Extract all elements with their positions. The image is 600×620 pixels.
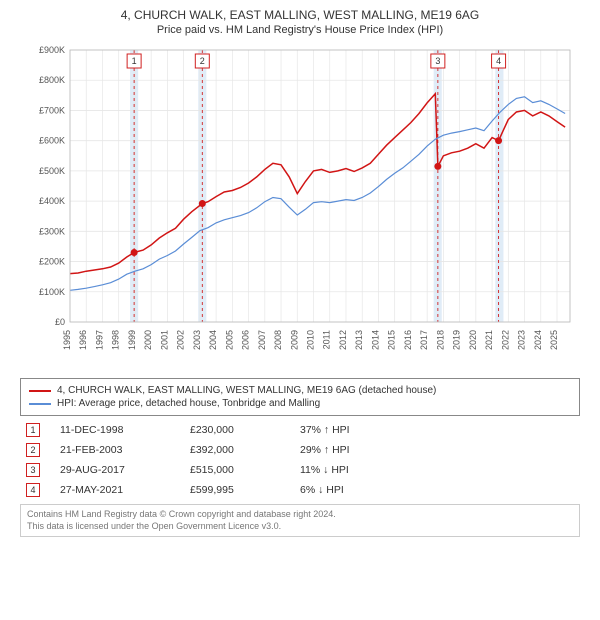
svg-text:£500K: £500K bbox=[39, 166, 65, 176]
svg-text:£400K: £400K bbox=[39, 196, 65, 206]
svg-text:1997: 1997 bbox=[94, 330, 104, 350]
legend: 4, CHURCH WALK, EAST MALLING, WEST MALLI… bbox=[20, 378, 580, 416]
legend-swatch bbox=[29, 390, 51, 392]
svg-text:2025: 2025 bbox=[549, 330, 559, 350]
svg-text:2001: 2001 bbox=[159, 330, 169, 350]
events-table: 1 11-DEC-1998 £230,000 37% ↑ HPI 2 21-FEB-200… bbox=[20, 420, 580, 500]
footer-line: This data is licensed under the Open Gov… bbox=[27, 521, 573, 533]
svg-text:4: 4 bbox=[496, 56, 501, 66]
svg-text:2002: 2002 bbox=[176, 330, 186, 350]
svg-text:1: 1 bbox=[132, 56, 137, 66]
svg-text:£700K: £700K bbox=[39, 105, 65, 115]
event-row: 2 21-FEB-2003 £392,000 29% ↑ HPI bbox=[20, 440, 580, 460]
event-number: 4 bbox=[26, 483, 40, 497]
svg-text:2003: 2003 bbox=[192, 330, 202, 350]
svg-text:2021: 2021 bbox=[484, 330, 494, 350]
svg-text:2010: 2010 bbox=[306, 330, 316, 350]
svg-text:£900K: £900K bbox=[39, 45, 65, 55]
svg-text:2004: 2004 bbox=[208, 330, 218, 350]
svg-text:1996: 1996 bbox=[78, 330, 88, 350]
legend-swatch bbox=[29, 403, 51, 405]
event-number: 3 bbox=[26, 463, 40, 477]
svg-text:£0: £0 bbox=[55, 317, 65, 327]
footer-line: Contains HM Land Registry data © Crown c… bbox=[27, 509, 573, 521]
svg-text:2020: 2020 bbox=[468, 330, 478, 350]
svg-text:£100K: £100K bbox=[39, 287, 65, 297]
svg-text:£200K: £200K bbox=[39, 257, 65, 267]
event-price: £515,000 bbox=[190, 464, 280, 476]
page-subtitle: Price paid vs. HM Land Registry's House … bbox=[8, 24, 592, 36]
event-date: 27-MAY-2021 bbox=[60, 484, 170, 496]
svg-text:2009: 2009 bbox=[289, 330, 299, 350]
event-delta: 11% ↓ HPI bbox=[300, 464, 390, 476]
event-number: 1 bbox=[26, 423, 40, 437]
event-price: £392,000 bbox=[190, 444, 280, 456]
svg-text:1998: 1998 bbox=[111, 330, 121, 350]
price-chart: £0 £100K £200K £300K £400K £500K £600K £700K £80… bbox=[20, 42, 580, 372]
svg-text:2006: 2006 bbox=[241, 330, 251, 350]
svg-text:2012: 2012 bbox=[338, 330, 348, 350]
svg-text:3: 3 bbox=[435, 56, 440, 66]
event-number: 2 bbox=[26, 443, 40, 457]
event-price: £230,000 bbox=[190, 424, 280, 436]
svg-text:£600K: £600K bbox=[39, 136, 65, 146]
svg-text:2022: 2022 bbox=[500, 330, 510, 350]
event-row: 3 29-AUG-2017 £515,000 11% ↓ HPI bbox=[20, 460, 580, 480]
svg-text:1995: 1995 bbox=[62, 330, 72, 350]
svg-text:2019: 2019 bbox=[452, 330, 462, 350]
svg-text:2015: 2015 bbox=[387, 330, 397, 350]
svg-text:2023: 2023 bbox=[517, 330, 527, 350]
svg-text:£800K: £800K bbox=[39, 75, 65, 85]
svg-text:2016: 2016 bbox=[403, 330, 413, 350]
event-date: 11-DEC-1998 bbox=[60, 424, 170, 436]
event-row: 1 11-DEC-1998 £230,000 37% ↑ HPI bbox=[20, 420, 580, 440]
svg-text:2: 2 bbox=[200, 56, 205, 66]
legend-row: HPI: Average price, detached house, Tonb… bbox=[29, 398, 571, 409]
svg-text:2008: 2008 bbox=[273, 330, 283, 350]
svg-text:2011: 2011 bbox=[322, 330, 332, 349]
page-title: 4, CHURCH WALK, EAST MALLING, WEST MALLI… bbox=[8, 8, 592, 22]
event-date: 21-FEB-2003 bbox=[60, 444, 170, 456]
legend-row: 4, CHURCH WALK, EAST MALLING, WEST MALLI… bbox=[29, 385, 571, 396]
footer-attribution: Contains HM Land Registry data © Crown c… bbox=[20, 504, 580, 537]
event-delta: 29% ↑ HPI bbox=[300, 444, 390, 456]
event-delta: 6% ↓ HPI bbox=[300, 484, 390, 496]
svg-text:2024: 2024 bbox=[533, 330, 543, 350]
event-delta: 37% ↑ HPI bbox=[300, 424, 390, 436]
svg-text:2014: 2014 bbox=[370, 330, 380, 350]
legend-label: 4, CHURCH WALK, EAST MALLING, WEST MALLI… bbox=[57, 385, 436, 396]
svg-text:2018: 2018 bbox=[435, 330, 445, 350]
svg-text:2013: 2013 bbox=[354, 330, 364, 350]
svg-text:1999: 1999 bbox=[127, 330, 137, 350]
svg-text:2017: 2017 bbox=[419, 330, 429, 350]
legend-label: HPI: Average price, detached house, Tonb… bbox=[57, 398, 320, 409]
svg-text:2000: 2000 bbox=[143, 330, 153, 350]
event-price: £599,995 bbox=[190, 484, 280, 496]
svg-text:2005: 2005 bbox=[224, 330, 234, 350]
event-row: 4 27-MAY-2021 £599,995 6% ↓ HPI bbox=[20, 480, 580, 500]
svg-text:£300K: £300K bbox=[39, 226, 65, 236]
svg-text:2007: 2007 bbox=[257, 330, 267, 350]
event-date: 29-AUG-2017 bbox=[60, 464, 170, 476]
